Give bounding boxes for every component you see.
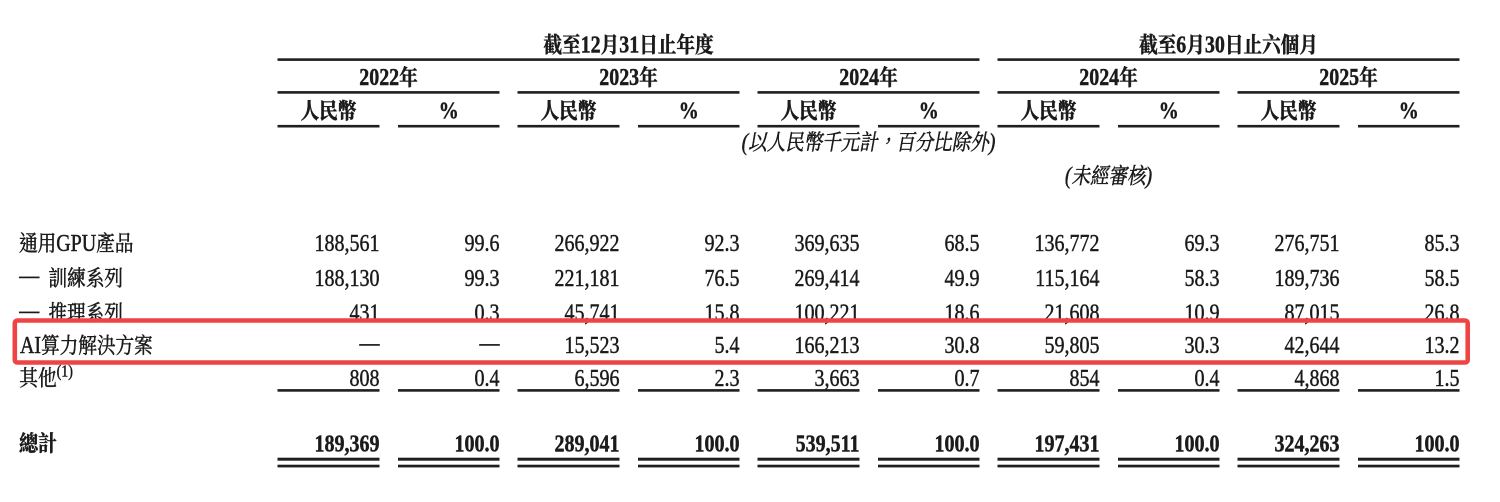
svg-text:): )	[1144, 162, 1152, 189]
svg-text:—: —	[18, 296, 40, 323]
svg-text:3,663: 3,663	[815, 364, 860, 391]
svg-text:5.4: 5.4	[715, 332, 740, 359]
svg-text:99.6: 99.6	[465, 229, 500, 256]
svg-text:—: —	[18, 261, 40, 288]
svg-text:31: 31	[619, 31, 639, 58]
svg-text:6,596: 6,596	[575, 364, 620, 391]
svg-text:%: %	[1399, 97, 1419, 124]
svg-text:266,922: 266,922	[555, 229, 620, 256]
svg-text:197,431: 197,431	[1035, 430, 1100, 457]
svg-text:92.3: 92.3	[705, 229, 740, 256]
svg-text:854: 854	[1070, 364, 1100, 391]
svg-text:GPU: GPU	[56, 229, 96, 256]
svg-text:68.5: 68.5	[945, 229, 980, 256]
svg-text:166,213: 166,213	[795, 332, 860, 359]
svg-text:221,181: 221,181	[555, 264, 620, 291]
svg-text:(: (	[742, 128, 750, 155]
svg-text:12: 12	[581, 31, 601, 58]
svg-text:(: (	[1065, 162, 1073, 189]
svg-text:808: 808	[350, 364, 380, 391]
svg-text:59,805: 59,805	[1045, 332, 1100, 359]
svg-text:42,644: 42,644	[1285, 332, 1340, 359]
svg-text:189,736: 189,736	[1275, 264, 1340, 291]
svg-text:0.4: 0.4	[475, 364, 500, 391]
svg-text:0.7: 0.7	[955, 364, 980, 391]
svg-text:30.3: 30.3	[1185, 332, 1220, 359]
svg-text:276,751: 276,751	[1275, 229, 1340, 256]
svg-text:1.5: 1.5	[1435, 364, 1460, 391]
svg-text:539,511: 539,511	[796, 430, 860, 457]
svg-text:188,561: 188,561	[315, 229, 380, 256]
svg-text:76.5: 76.5	[705, 264, 740, 291]
svg-text:100.0: 100.0	[1415, 430, 1460, 457]
svg-text:189,369: 189,369	[315, 430, 380, 457]
svg-text:%: %	[679, 97, 699, 124]
svg-text:115,164: 115,164	[1035, 264, 1099, 291]
svg-text:136,772: 136,772	[1035, 229, 1100, 256]
svg-text:100.0: 100.0	[935, 430, 980, 457]
svg-text:100.0: 100.0	[1175, 430, 1220, 457]
svg-text:100.0: 100.0	[455, 430, 500, 457]
svg-text:100.0: 100.0	[695, 430, 740, 457]
svg-text:2024: 2024	[1079, 64, 1119, 91]
svg-text:2.3: 2.3	[715, 364, 740, 391]
svg-text:85.3: 85.3	[1425, 229, 1460, 256]
svg-text:2022: 2022	[359, 64, 399, 91]
svg-text:49.9: 49.9	[945, 264, 980, 291]
svg-text:—: —	[359, 329, 381, 356]
svg-text:69.3: 69.3	[1185, 229, 1220, 256]
svg-text:%: %	[1159, 97, 1179, 124]
svg-text:13.2: 13.2	[1425, 332, 1460, 359]
svg-text:2023: 2023	[599, 64, 639, 91]
svg-text:30: 30	[1205, 31, 1225, 58]
svg-text:58.3: 58.3	[1185, 264, 1220, 291]
svg-text:188,130: 188,130	[315, 264, 380, 291]
svg-text:0.4: 0.4	[1195, 364, 1220, 391]
svg-text:): )	[987, 128, 995, 155]
svg-text:15,523: 15,523	[565, 332, 620, 359]
svg-text:58.5: 58.5	[1425, 264, 1460, 291]
svg-text:4,868: 4,868	[1295, 364, 1340, 391]
svg-text:269,414: 269,414	[795, 264, 860, 291]
svg-text:%: %	[439, 97, 459, 124]
svg-text:%: %	[919, 97, 939, 124]
svg-text:369,635: 369,635	[795, 229, 860, 256]
svg-text:6: 6	[1176, 31, 1186, 58]
svg-text:(1): (1)	[57, 362, 73, 380]
svg-text:—: —	[479, 329, 501, 356]
svg-text:2024: 2024	[839, 64, 879, 91]
svg-text:2025: 2025	[1319, 64, 1359, 91]
svg-text:30.8: 30.8	[945, 332, 980, 359]
svg-text:99.3: 99.3	[465, 264, 500, 291]
svg-text:324,263: 324,263	[1275, 430, 1340, 457]
svg-text:AI: AI	[20, 332, 41, 359]
svg-text:289,041: 289,041	[555, 430, 620, 457]
